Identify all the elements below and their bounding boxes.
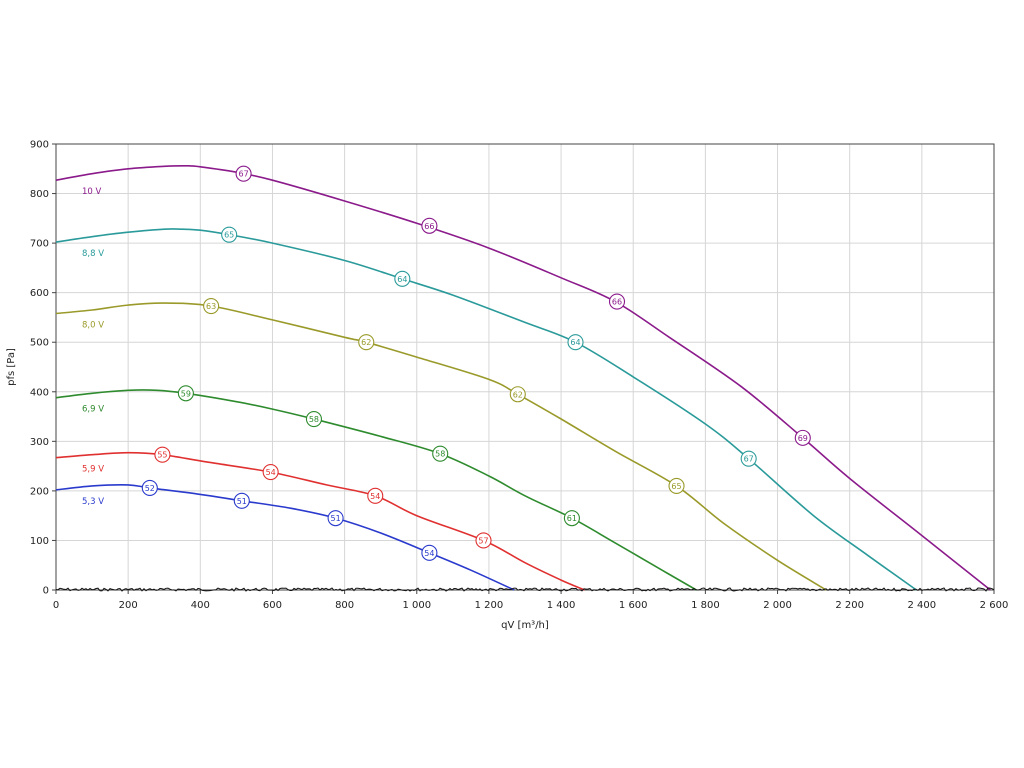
data-point-marker <box>668 477 685 494</box>
x-axis-title: qV [m³/h] <box>501 620 549 631</box>
data-point-label: 51 <box>237 497 247 506</box>
data-point-label: 69 <box>798 434 808 443</box>
data-point-marker <box>421 217 438 234</box>
data-point-marker <box>475 532 492 549</box>
series-2: 8,0 V 63 62 62 65 <box>55 297 827 591</box>
data-point-label: 64 <box>570 338 580 347</box>
series-line <box>55 302 827 591</box>
y-tick-label: 700 <box>30 239 49 250</box>
zero-pressure-baseline <box>55 587 995 592</box>
data-point-marker <box>235 165 252 182</box>
y-tick-label: 600 <box>30 288 49 299</box>
x-tick-label: 2 400 <box>908 600 937 611</box>
x-tick-label: 2 600 <box>980 600 1009 611</box>
data-point-label: 55 <box>157 451 167 460</box>
data-point-label: 54 <box>370 492 380 501</box>
y-tick-label: 900 <box>30 140 49 151</box>
data-point-marker <box>509 386 526 403</box>
series-label: 5,3 V <box>82 497 104 507</box>
data-point-label: 67 <box>744 455 754 464</box>
data-point-label: 57 <box>478 536 488 545</box>
data-point-label: 62 <box>513 390 523 399</box>
data-point-marker <box>563 510 580 527</box>
series-line <box>55 451 585 591</box>
x-tick-label: 1 600 <box>619 600 648 611</box>
x-tick-label: 2 000 <box>763 600 792 611</box>
data-point-marker <box>233 492 250 509</box>
data-point-label: 65 <box>224 231 234 240</box>
data-point-marker <box>432 445 449 462</box>
x-tick-label: 1 400 <box>547 600 576 611</box>
data-point-label: 58 <box>309 415 319 424</box>
y-tick-label: 800 <box>30 189 49 200</box>
y-tick-label: 0 <box>43 586 49 597</box>
data-point-marker <box>367 487 384 504</box>
series-line <box>55 389 697 591</box>
grid-lines <box>55 143 995 591</box>
x-tick-label: 400 <box>191 600 210 611</box>
data-point-marker <box>154 446 171 463</box>
baseline-noise <box>55 587 995 592</box>
data-point-label: 52 <box>145 484 155 493</box>
data-point-label: 51 <box>331 514 341 523</box>
x-tick-label: 1 800 <box>691 600 720 611</box>
data-point-label: 64 <box>397 275 407 284</box>
series-line <box>55 484 515 591</box>
series-label: 10 V <box>82 187 102 197</box>
data-point-label: 54 <box>424 549 434 558</box>
data-point-marker <box>740 450 757 467</box>
data-point-label: 66 <box>424 222 434 231</box>
data-point-marker <box>262 464 279 481</box>
data-point-marker <box>794 429 811 446</box>
x-tick-label: 0 <box>53 600 59 611</box>
data-point-marker <box>177 385 194 402</box>
data-point-marker <box>567 334 584 351</box>
y-tick-label: 100 <box>30 536 49 547</box>
data-point-label: 61 <box>567 514 577 523</box>
x-axis: 0 200 400 600 800 1 000 1 200 1 400 1 600 1 800 2 … <box>53 590 1009 611</box>
data-point-marker <box>327 510 344 527</box>
y-tick-label: 300 <box>30 437 49 448</box>
x-tick-label: 600 <box>263 600 282 611</box>
data-point-label: 58 <box>435 450 445 459</box>
series-3: 6,9 V 59 58 58 61 <box>55 385 697 591</box>
data-point-label: 65 <box>671 482 681 491</box>
data-point-label: 67 <box>239 170 249 179</box>
y-tick-label: 200 <box>30 486 49 497</box>
y-tick-label: 500 <box>30 338 49 349</box>
data-point-label: 54 <box>266 468 276 477</box>
series-line <box>55 164 991 591</box>
y-axis-title: pfs [Pa] <box>6 348 17 386</box>
data-point-label: 59 <box>181 389 191 398</box>
x-tick-label: 800 <box>335 600 354 611</box>
series-0: 10 V 67 66 66 69 <box>55 164 991 591</box>
data-point-marker <box>394 270 411 287</box>
series-4: 5,9 V 55 54 54 57 <box>55 446 585 591</box>
data-point-marker <box>305 410 323 428</box>
data-point-marker <box>421 544 438 561</box>
data-point-marker <box>221 226 238 243</box>
data-point-marker <box>141 479 158 496</box>
series-label: 8,0 V <box>82 320 104 330</box>
x-tick-label: 2 200 <box>835 600 864 611</box>
x-tick-label: 1 200 <box>475 600 504 611</box>
data-point-label: 66 <box>612 298 622 307</box>
data-point-marker <box>358 334 375 351</box>
series-label: 5,9 V <box>82 465 104 475</box>
series-5: 5,3 V 52 51 51 54 <box>55 479 515 591</box>
series-label: 6,9 V <box>82 405 104 415</box>
y-tick-label: 400 <box>30 387 49 398</box>
plot-area <box>55 143 995 591</box>
x-tick-label: 200 <box>119 600 138 611</box>
data-point-label: 63 <box>206 302 216 311</box>
series-1: 8,8 V 65 64 64 67 <box>55 226 917 591</box>
series-label: 8,8 V <box>82 249 104 259</box>
data-point-marker <box>608 293 626 310</box>
data-point-marker <box>203 297 220 315</box>
x-tick-label: 1 000 <box>402 600 431 611</box>
data-point-label: 62 <box>361 338 371 347</box>
y-axis: 0 100 200 300 400 500 600 700 800 900 <box>30 140 56 597</box>
